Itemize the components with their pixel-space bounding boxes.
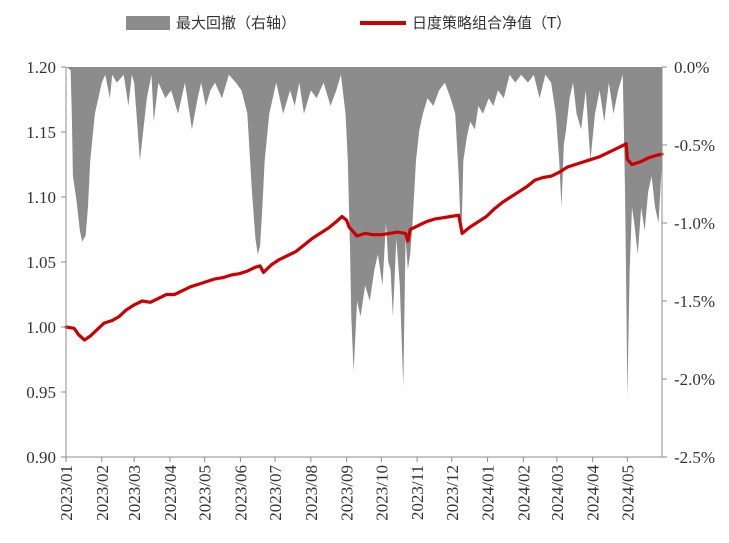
- right-tick-label: -2.5%: [674, 448, 715, 467]
- left-tick-label: 1.10: [26, 188, 56, 207]
- x-tick-label: 2023/02: [93, 465, 112, 521]
- x-tick-label: 2024/03: [548, 465, 567, 521]
- x-tick-label: 2023/01: [57, 465, 76, 521]
- legend-swatch-drawdown: [126, 16, 170, 30]
- left-tick-label: 0.95: [26, 383, 56, 402]
- x-tick-label: 2023/05: [196, 465, 215, 521]
- right-tick-label: -2.0%: [674, 370, 715, 389]
- plot-area: [64, 67, 664, 398]
- x-tick-label: 2023/04: [161, 465, 180, 521]
- x-tick-label: 2024/01: [479, 465, 498, 521]
- legend-label-drawdown: 最大回撤（右轴）: [176, 14, 296, 32]
- nav-line: [64, 142, 664, 342]
- legend-label-nav: 日度策略组合净值（T）: [412, 14, 571, 32]
- left-tick-label: 1.20: [26, 58, 56, 77]
- x-tick-label: 2023/08: [302, 465, 321, 521]
- left-tick-label: 0.90: [26, 448, 56, 467]
- axes: 0.90 0.95 1.00 1.05 1.10 1.15 1.20 -2.5% -2.0% -1…: [26, 58, 715, 521]
- x-tick-label: 2023/07: [266, 465, 285, 521]
- left-tick-label: 1.00: [26, 318, 56, 337]
- x-tick-label: 2024/02: [514, 465, 533, 521]
- x-tick-label: 2023/09: [338, 465, 357, 521]
- x-tick-label: 2023/06: [231, 465, 250, 521]
- right-tick-label: 0.0%: [674, 58, 709, 77]
- right-tick-label: -1.0%: [674, 214, 715, 233]
- left-tick-label: 1.05: [26, 253, 56, 272]
- left-tick-label: 1.15: [26, 123, 56, 142]
- right-tick-label: -1.5%: [674, 292, 715, 311]
- legend: 最大回撤（右轴） 日度策略组合净值（T）: [126, 14, 571, 32]
- right-tick-label: -0.5%: [674, 136, 715, 155]
- x-tick-label: 2023/11: [408, 465, 427, 520]
- x-tick-label: 2024/05: [618, 465, 637, 521]
- x-tick-label: 2023/10: [372, 465, 391, 521]
- x-tick-label: 2023/12: [443, 465, 462, 521]
- x-tick-label: 2023/03: [125, 465, 144, 521]
- x-tick-label: 2024/04: [584, 465, 603, 521]
